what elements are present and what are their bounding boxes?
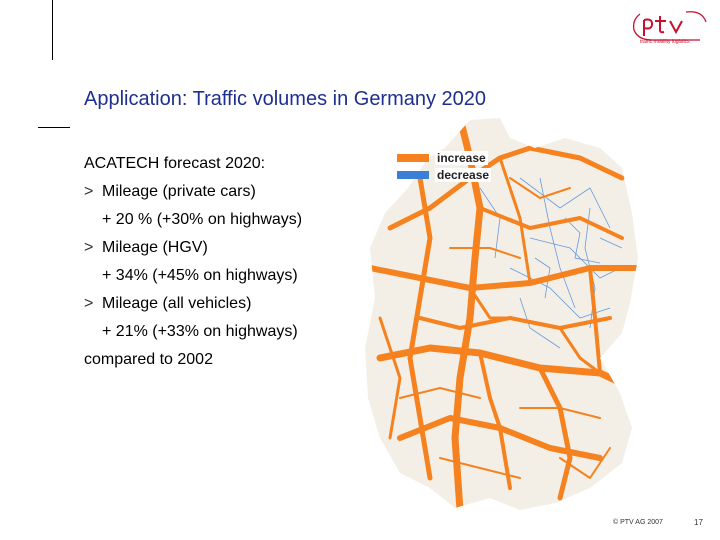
bullet-marker: > xyxy=(84,239,94,256)
bullet-detail: + 21% (+33% on highways) xyxy=(102,323,298,340)
map-legend: increase decrease xyxy=(397,149,492,183)
ptv-logo xyxy=(632,11,707,41)
copyright-text: © PTV AG 2007 xyxy=(613,519,663,526)
bullet-label: Mileage (private cars) xyxy=(102,183,256,200)
legend-label-increase: increase xyxy=(435,150,488,165)
title-divider-horizontal xyxy=(38,127,70,128)
bullet-label: Mileage (all vehicles) xyxy=(102,295,252,312)
bullet-marker: > xyxy=(84,295,94,312)
decrease-swatch xyxy=(397,170,429,179)
header-divider-vertical xyxy=(52,0,53,60)
legend-label-decrease: decrease xyxy=(435,167,492,182)
bullet-detail: + 20 % (+30% on highways) xyxy=(102,211,303,228)
bullet-marker: > xyxy=(84,183,94,200)
legend-item-increase: increase xyxy=(397,149,491,166)
outro-text: compared to 2002 xyxy=(84,351,213,368)
increase-swatch xyxy=(397,153,429,162)
bullet-item: > Mileage (HGV) xyxy=(84,234,384,262)
logo-tagline: traffic mobility logistics xyxy=(640,39,690,45)
bullet-label: Mileage (HGV) xyxy=(102,239,208,256)
bullet-detail: + 34% (+45% on highways) xyxy=(102,267,298,284)
intro-text: ACATECH forecast 2020: xyxy=(84,155,266,172)
germany-traffic-map xyxy=(365,118,638,510)
bullet-item: > Mileage (private cars) xyxy=(84,178,384,206)
legend-item-decrease: decrease xyxy=(397,166,492,183)
slide-title: Application: Traffic volumes in Germany … xyxy=(84,88,487,110)
slide-body: ACATECH forecast 2020: > Mileage (private… xyxy=(84,150,384,374)
page-number: 17 xyxy=(694,518,703,527)
bullet-item: > Mileage (all vehicles) xyxy=(84,290,384,318)
